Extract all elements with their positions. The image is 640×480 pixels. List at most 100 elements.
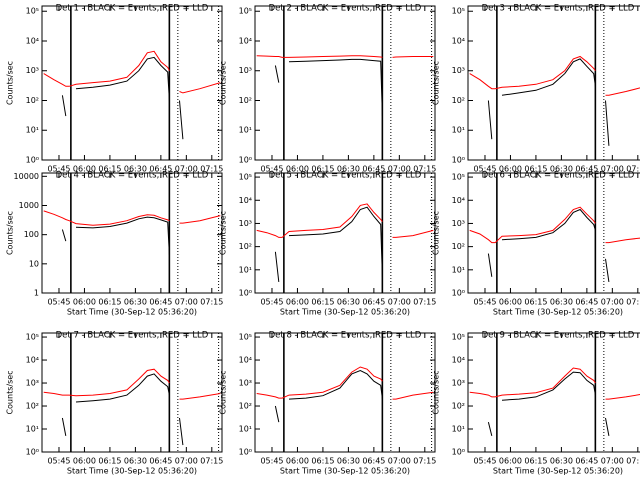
x-tick-label: 05:45 (473, 457, 496, 466)
series-line (469, 367, 640, 400)
y-tick-label: 10³ (452, 66, 465, 75)
x-tick-label: 06:45 (149, 457, 172, 466)
y-tick-label: 10⁰ (239, 156, 252, 165)
y-tick-label: 10³ (239, 219, 252, 228)
x-tick-label: 07:15 (413, 298, 436, 307)
y-tick-label: 10³ (452, 379, 465, 388)
y-tick-label: 10¹ (26, 425, 39, 434)
y-tick-label: 10³ (26, 66, 39, 75)
x-axis-label: Start Time (30-Sep-12 05:36:20) (493, 467, 623, 476)
panel: 10⁰ 10¹ 10² 10³ 10⁴ 10⁵ 05:45 06:00 06:15 06:30 06… (6, 331, 224, 476)
y-tick-label: 10¹ (452, 265, 465, 274)
chart-title: Det 3 - BLACK = Events, RED = LLD (482, 4, 635, 14)
y-axis-label: Counts/sec (432, 61, 441, 105)
x-tick-label: 06:00 (286, 165, 309, 174)
plot-frame (41, 332, 223, 453)
x-tick-label: 06:30 (124, 165, 147, 174)
x-tick-label: 05:45 (473, 298, 496, 307)
y-tick-label: 10¹ (26, 126, 39, 135)
y-tick-label: 10⁴ (26, 356, 39, 365)
y-axis-label: Counts/sec (432, 370, 441, 414)
plot-frame (254, 332, 436, 453)
series-line (256, 366, 434, 400)
x-tick-label: 06:45 (575, 298, 598, 307)
x-tick-label: 06:00 (286, 457, 309, 466)
x-tick-label: 06:15 (98, 298, 121, 307)
x-axis-label: Start Time (30-Sep-12 05:36:20) (280, 467, 410, 476)
plot-frame (254, 5, 436, 161)
x-tick-label: 06:45 (149, 165, 172, 174)
x-tick-label: 07:15 (200, 457, 223, 466)
y-tick-label: 10⁰ (452, 289, 465, 298)
y-tick-label: 10² (26, 402, 39, 411)
panel: 10⁰ 10¹ 10² 10³ 10⁴ 10⁵ 05:45 06:00 06:15 06:30 06… (219, 171, 437, 317)
x-tick-label: 06:30 (124, 298, 147, 307)
y-tick-label: 10¹ (239, 425, 252, 434)
x-tick-label: 07:00 (601, 165, 624, 174)
x-tick-label: 05:45 (47, 298, 70, 307)
y-tick-label: 10¹ (452, 126, 465, 135)
plot-frame (41, 5, 223, 161)
x-tick-label: 05:45 (473, 165, 496, 174)
series-line (469, 206, 640, 244)
y-tick-label: 10⁴ (239, 36, 252, 45)
y-tick-label: 10⁵ (452, 7, 465, 16)
y-tick-label: 10¹ (239, 126, 252, 135)
x-tick-label: 06:30 (550, 457, 573, 466)
plot-frame (467, 332, 640, 453)
x-tick-label: 07:00 (175, 298, 198, 307)
x-tick-label: 07:00 (388, 165, 411, 174)
x-tick-label: 06:00 (73, 165, 96, 174)
x-tick-label: 07:15 (413, 457, 436, 466)
y-tick-label: 10¹ (239, 265, 252, 274)
x-tick-label: 07:00 (388, 457, 411, 466)
x-tick-label: 06:30 (337, 165, 360, 174)
x-tick-label: 06:00 (73, 457, 96, 466)
series-line (487, 58, 610, 146)
y-tick-label: 10⁵ (26, 7, 39, 16)
y-tick-label: 10⁴ (452, 356, 465, 365)
x-tick-label: 06:00 (286, 298, 309, 307)
x-tick-label: 07:15 (626, 165, 640, 174)
plot-frame (467, 172, 640, 294)
series-line (256, 55, 434, 58)
panel: 10⁰ 10¹ 10² 10³ 10⁴ 10⁵ 05:45 06:00 06:15 06:30 06… (6, 4, 224, 174)
x-tick-label: 06:15 (311, 165, 334, 174)
y-tick-label: 10³ (239, 66, 252, 75)
y-tick-label: 10⁴ (26, 36, 39, 45)
chart-title: Det 1 - BLACK = Events, RED = LLD (56, 4, 209, 14)
y-tick-label: 10⁵ (452, 173, 465, 182)
panel: 10⁰ 10¹ 10² 10³ 10⁴ 10⁵ 05:45 06:00 06:15 06:30 06… (432, 331, 640, 476)
y-tick-label: 10² (452, 402, 465, 411)
y-tick-label: 10² (452, 96, 465, 105)
plot-frame (254, 172, 436, 294)
y-tick-label: 10⁴ (452, 196, 465, 205)
x-tick-label: 06:00 (499, 298, 522, 307)
x-tick-label: 05:45 (260, 165, 283, 174)
y-tick-label: 100 (24, 230, 39, 239)
y-axis-label: Counts/sec (219, 211, 228, 255)
y-tick-label: 10³ (239, 379, 252, 388)
y-tick-label: 10 (29, 259, 39, 268)
x-tick-label: 06:30 (337, 298, 360, 307)
y-tick-label: 10⁰ (26, 156, 39, 165)
x-axis-label: Start Time (30-Sep-12 05:36:20) (67, 467, 197, 476)
x-tick-label: 06:15 (98, 165, 121, 174)
y-tick-label: 10⁰ (239, 289, 252, 298)
y-tick-label: 10² (239, 242, 252, 251)
y-axis-label: Counts/sec (219, 61, 228, 105)
x-tick-label: 07:00 (601, 298, 624, 307)
series-line (43, 50, 221, 94)
y-tick-label: 10⁰ (239, 448, 252, 457)
x-tick-label: 05:45 (47, 165, 70, 174)
x-tick-label: 06:45 (362, 298, 385, 307)
series-line (61, 373, 184, 446)
panel: 10⁰ 10¹ 10² 10³ 10⁴ 10⁵ 05:45 06:00 06:15 06:30 06… (432, 4, 640, 174)
chart-title: Det 2 - BLACK = Events, RED = LLD (269, 4, 422, 14)
series-line (43, 368, 221, 400)
x-tick-label: 07:15 (626, 457, 640, 466)
series-line (43, 210, 221, 226)
x-tick-label: 06:45 (362, 165, 385, 174)
panel: 1 10 100 1000 10000 05:45 06:00 06:15 06:30 06:45… (6, 171, 224, 317)
